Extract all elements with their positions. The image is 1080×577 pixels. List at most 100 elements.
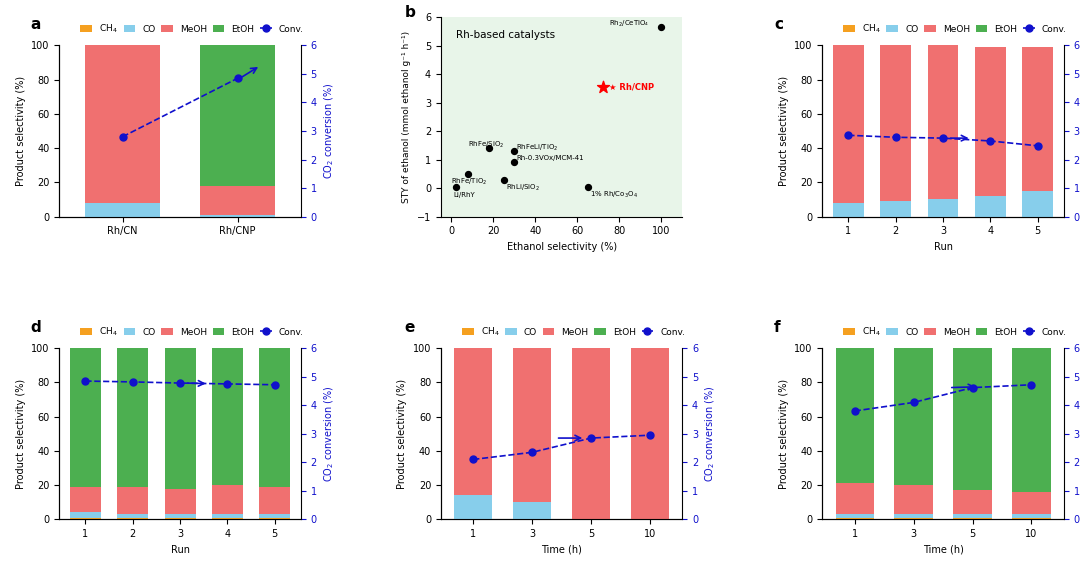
Bar xyxy=(70,349,100,487)
Text: RhFe/TiO$_2$: RhFe/TiO$_2$ xyxy=(451,177,488,187)
Y-axis label: Product selectivity (%): Product selectivity (%) xyxy=(16,379,26,489)
Legend: CH$_4$, CO, MeOH, EtOH, Conv.: CH$_4$, CO, MeOH, EtOH, Conv. xyxy=(462,325,686,338)
Point xyxy=(496,175,513,185)
Bar xyxy=(259,514,291,518)
Bar xyxy=(118,518,148,519)
Point xyxy=(594,83,611,92)
Y-axis label: Product selectivity (%): Product selectivity (%) xyxy=(779,76,788,186)
Text: f: f xyxy=(774,320,781,335)
Bar xyxy=(954,518,991,519)
Bar xyxy=(513,502,551,519)
Bar xyxy=(454,496,492,519)
X-axis label: Ethanol selectivity (%): Ethanol selectivity (%) xyxy=(507,242,617,252)
Bar xyxy=(954,349,991,490)
Bar xyxy=(212,485,243,514)
Bar xyxy=(200,186,275,215)
Legend: CH$_4$, CO, MeOH, EtOH, Conv.: CH$_4$, CO, MeOH, EtOH, Conv. xyxy=(80,325,303,338)
Text: d: d xyxy=(30,320,41,335)
Bar xyxy=(631,349,670,519)
Bar xyxy=(836,514,874,518)
Bar xyxy=(928,200,958,216)
Bar xyxy=(836,518,874,519)
Bar xyxy=(894,349,933,485)
Bar xyxy=(1023,191,1053,216)
Bar xyxy=(894,485,933,514)
Bar xyxy=(836,484,874,514)
Text: Li/RhY: Li/RhY xyxy=(454,192,475,197)
Bar xyxy=(880,46,912,201)
Y-axis label: CO$_2$ conversion (%): CO$_2$ conversion (%) xyxy=(322,385,336,482)
Bar xyxy=(70,518,100,519)
Bar xyxy=(880,201,912,216)
Text: RhFe/SiO$_2$: RhFe/SiO$_2$ xyxy=(468,140,504,150)
Bar xyxy=(1012,514,1051,518)
Text: b: b xyxy=(405,5,416,20)
X-axis label: Run: Run xyxy=(933,242,953,252)
Legend: CH$_4$, CO, MeOH, EtOH, Conv.: CH$_4$, CO, MeOH, EtOH, Conv. xyxy=(843,325,1067,338)
Bar xyxy=(572,349,610,519)
Bar xyxy=(259,349,291,487)
Bar xyxy=(833,46,864,203)
Text: Rh-0.3VOx/MCM-41: Rh-0.3VOx/MCM-41 xyxy=(516,155,584,162)
Bar xyxy=(165,518,195,519)
Point xyxy=(579,182,596,191)
Text: Rh$_2$/CeTiO₄: Rh$_2$/CeTiO₄ xyxy=(609,19,649,29)
Bar xyxy=(70,512,100,518)
Bar xyxy=(975,47,1005,196)
X-axis label: Time (h): Time (h) xyxy=(922,545,963,554)
Bar xyxy=(1012,518,1051,519)
Bar xyxy=(1012,492,1051,514)
Point xyxy=(505,147,523,156)
Bar xyxy=(894,514,933,518)
Bar xyxy=(975,196,1005,216)
Bar xyxy=(513,349,551,502)
Text: e: e xyxy=(405,320,415,335)
Bar xyxy=(259,518,291,519)
Text: Rh-based catalysts: Rh-based catalysts xyxy=(456,30,555,40)
Point xyxy=(447,182,464,191)
Bar xyxy=(454,349,492,496)
Text: RhFeLi/TiO$_2$: RhFeLi/TiO$_2$ xyxy=(516,143,558,153)
Bar xyxy=(85,203,160,216)
Bar xyxy=(1012,349,1051,492)
Bar xyxy=(954,514,991,518)
Text: 1% Rh/Co$_3$O$_4$: 1% Rh/Co$_3$O$_4$ xyxy=(590,189,638,200)
Y-axis label: Product selectivity (%): Product selectivity (%) xyxy=(779,379,788,489)
Point xyxy=(459,169,476,178)
Bar xyxy=(165,514,195,518)
Bar xyxy=(212,514,243,518)
X-axis label: Run: Run xyxy=(171,545,190,554)
Legend: CH$_4$, CO, MeOH, EtOH, Conv.: CH$_4$, CO, MeOH, EtOH, Conv. xyxy=(843,23,1067,35)
Point xyxy=(505,158,523,167)
Bar xyxy=(836,349,874,484)
Bar xyxy=(894,518,933,519)
Bar xyxy=(118,514,148,518)
Bar xyxy=(70,487,100,512)
Bar xyxy=(118,349,148,487)
Bar xyxy=(1023,47,1053,191)
Y-axis label: Product selectivity (%): Product selectivity (%) xyxy=(397,379,407,489)
Bar xyxy=(200,215,275,216)
Y-axis label: CO$_2$ conversion (%): CO$_2$ conversion (%) xyxy=(704,385,717,482)
Bar xyxy=(212,349,243,485)
Legend: CH$_4$, CO, MeOH, EtOH, Conv.: CH$_4$, CO, MeOH, EtOH, Conv. xyxy=(80,23,303,35)
Bar xyxy=(259,487,291,514)
Bar xyxy=(212,518,243,519)
Bar xyxy=(200,46,275,186)
Bar xyxy=(118,487,148,514)
Text: ★ Rh/CNP: ★ Rh/CNP xyxy=(609,83,654,92)
Text: RhLi/SiO$_2$: RhLi/SiO$_2$ xyxy=(505,183,540,193)
Bar xyxy=(928,46,958,200)
Bar xyxy=(833,203,864,216)
Bar xyxy=(85,46,160,203)
Y-axis label: STY of ethanol (mmol ethanol g⁻¹ h⁻¹): STY of ethanol (mmol ethanol g⁻¹ h⁻¹) xyxy=(403,31,411,203)
Bar xyxy=(165,489,195,514)
Y-axis label: Product selectivity (%): Product selectivity (%) xyxy=(16,76,26,186)
Text: c: c xyxy=(774,17,783,32)
Y-axis label: CO$_2$ conversion (%): CO$_2$ conversion (%) xyxy=(322,83,336,179)
Point xyxy=(481,144,498,153)
Text: a: a xyxy=(30,17,41,32)
Point xyxy=(652,23,670,32)
X-axis label: Time (h): Time (h) xyxy=(541,545,582,554)
Bar xyxy=(954,490,991,514)
